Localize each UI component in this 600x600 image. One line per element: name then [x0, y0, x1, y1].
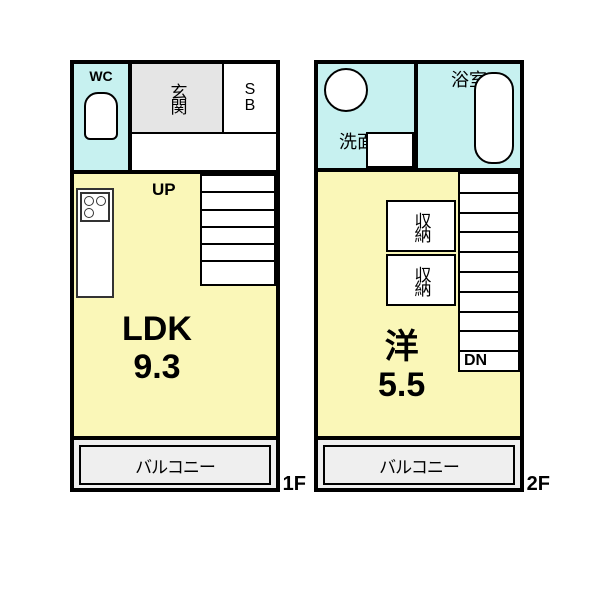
ldk-name: LDK — [122, 310, 192, 348]
sb-label-s: S — [245, 82, 256, 98]
wc-room: WC — [74, 64, 132, 170]
senmen-room: 洗面室 — [318, 64, 418, 172]
balcony-1f: バルコニー — [74, 436, 276, 488]
toilet-icon — [84, 92, 118, 140]
genkan-label: 玄関 — [165, 83, 190, 113]
balcony-1f-inner: バルコニー — [79, 445, 271, 485]
genkan-room: 玄関 — [132, 64, 224, 134]
stairs-1f — [200, 174, 276, 286]
you-size: 5.5 — [378, 366, 425, 404]
balcony-2f-label: バルコニー — [379, 453, 459, 478]
kitchen-icon — [76, 188, 114, 298]
stairs-2f — [458, 172, 520, 372]
storage-2-label: 収納 — [409, 266, 434, 294]
storage-1: 収納 — [386, 200, 456, 252]
floor-1f-label: 1F — [283, 473, 306, 496]
balcony-1f-label: バルコニー — [135, 453, 215, 478]
storage-1-label: 収納 — [409, 212, 434, 240]
wash-machine-icon — [324, 68, 368, 112]
sb-label-b: B — [245, 98, 256, 114]
floor-1f: WC 玄関 S B UP LDK — [70, 60, 280, 492]
floor-2f-outline: 洗面室 浴室 収納 収納 DN 洋 5.5 — [314, 60, 524, 492]
stairs-dn-label: DN — [464, 352, 487, 370]
storage-2: 収納 — [386, 254, 456, 306]
floor-2f-label: 2F — [527, 473, 550, 496]
bath-room: 浴室 — [418, 64, 520, 172]
wc-label: WC — [89, 68, 112, 84]
ldk-size: 9.3 — [133, 348, 180, 386]
stairs-up-label: UP — [152, 180, 176, 200]
bathtub-icon — [474, 72, 514, 164]
floor-1f-outline: WC 玄関 S B UP LDK — [70, 60, 280, 492]
balcony-2f: バルコニー — [318, 436, 520, 488]
ldk-label: LDK 9.3 — [122, 310, 192, 386]
sb-room: S B — [224, 64, 276, 134]
balcony-2f-inner: バルコニー — [323, 445, 515, 485]
vanity-icon — [366, 132, 414, 168]
stove-icon — [80, 192, 110, 222]
floorplan-container: WC 玄関 S B UP LDK — [70, 60, 524, 492]
you-label: 洋 5.5 — [378, 328, 425, 404]
you-name: 洋 — [385, 328, 419, 366]
floor-2f: 洗面室 浴室 収納 収納 DN 洋 5.5 — [314, 60, 524, 492]
